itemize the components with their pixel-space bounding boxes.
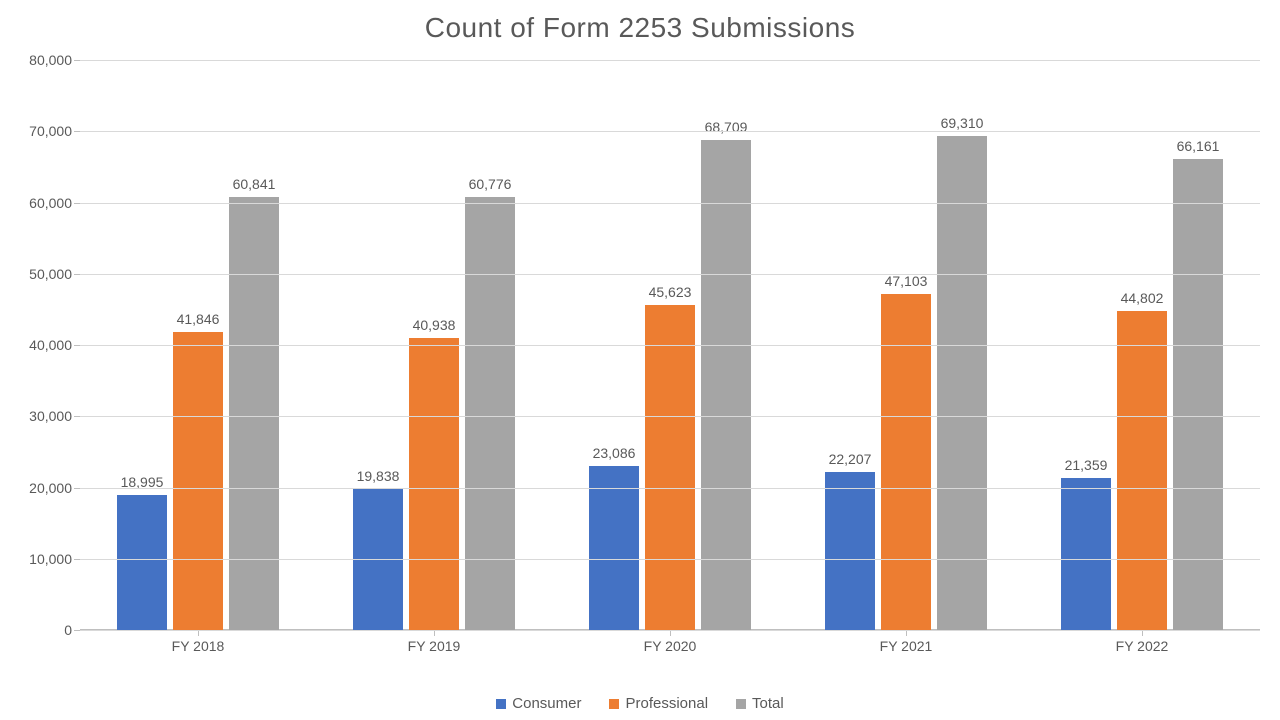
y-tick-label: 50,000 <box>2 266 72 282</box>
data-label: 60,776 <box>469 176 512 192</box>
y-tick-label: 70,000 <box>2 123 72 139</box>
bar-consumer: 22,207 <box>825 472 875 630</box>
y-tick-label: 0 <box>2 622 72 638</box>
y-tick-mark <box>74 559 80 560</box>
data-label: 66,161 <box>1177 138 1220 154</box>
legend-item: Professional <box>609 695 708 712</box>
gridline <box>80 345 1260 346</box>
bar-consumer: 18,995 <box>117 495 167 630</box>
x-category-label: FY 2018 <box>80 630 316 654</box>
gridline <box>80 416 1260 417</box>
gridline <box>80 131 1260 132</box>
data-label: 47,103 <box>885 273 928 289</box>
y-tick-label: 60,000 <box>2 195 72 211</box>
legend-label: Consumer <box>512 695 581 712</box>
y-tick-mark <box>74 203 80 204</box>
data-label: 21,359 <box>1065 457 1108 473</box>
gridline <box>80 488 1260 489</box>
y-tick-mark <box>74 488 80 489</box>
x-category-label: FY 2020 <box>552 630 788 654</box>
y-tick-mark <box>74 274 80 275</box>
data-label: 68,709 <box>705 119 748 135</box>
y-tick-label: 40,000 <box>2 337 72 353</box>
y-tick-mark <box>74 345 80 346</box>
gridline <box>80 203 1260 204</box>
gridline <box>80 274 1260 275</box>
y-tick-label: 20,000 <box>2 480 72 496</box>
data-label: 23,086 <box>593 445 636 461</box>
bar-consumer: 23,086 <box>589 466 639 630</box>
data-label: 60,841 <box>233 176 276 192</box>
bar-professional: 44,802 <box>1117 311 1167 630</box>
plot-area: FY 201818,99541,84660,841FY 201919,83840… <box>80 60 1260 630</box>
legend-swatch <box>609 699 619 709</box>
x-category-label: FY 2022 <box>1024 630 1260 654</box>
legend-label: Professional <box>625 695 708 712</box>
legend-swatch <box>496 699 506 709</box>
data-label: 44,802 <box>1121 290 1164 306</box>
bar-professional: 40,938 <box>409 338 459 630</box>
y-tick-label: 10,000 <box>2 551 72 567</box>
x-category-label: FY 2019 <box>316 630 552 654</box>
bar-total: 68,709 <box>701 140 751 630</box>
x-category-label: FY 2021 <box>788 630 1024 654</box>
bar-consumer: 21,359 <box>1061 478 1111 630</box>
chart-container: Count of Form 2253 Submissions FY 201818… <box>0 0 1280 720</box>
y-tick-label: 30,000 <box>2 408 72 424</box>
data-label: 19,838 <box>357 468 400 484</box>
bar-professional: 45,623 <box>645 305 695 630</box>
bar-total: 60,841 <box>229 197 279 630</box>
legend-item: Total <box>736 695 784 712</box>
gridline <box>80 630 1260 631</box>
legend-swatch <box>736 699 746 709</box>
legend-label: Total <box>752 695 784 712</box>
y-tick-mark <box>74 416 80 417</box>
y-tick-label: 80,000 <box>2 52 72 68</box>
data-label: 22,207 <box>829 451 872 467</box>
gridline <box>80 559 1260 560</box>
bar-total: 60,776 <box>465 197 515 630</box>
chart-title: Count of Form 2253 Submissions <box>0 12 1280 44</box>
y-tick-mark <box>74 630 80 631</box>
y-tick-mark <box>74 131 80 132</box>
data-label: 40,938 <box>413 317 456 333</box>
data-label: 45,623 <box>649 284 692 300</box>
bar-professional: 41,846 <box>173 332 223 630</box>
gridline <box>80 60 1260 61</box>
legend: Consumer Professional Total <box>0 695 1280 712</box>
data-label: 69,310 <box>941 115 984 131</box>
data-label: 41,846 <box>177 311 220 327</box>
bar-total: 69,310 <box>937 136 987 630</box>
y-tick-mark <box>74 60 80 61</box>
legend-item: Consumer <box>496 695 581 712</box>
